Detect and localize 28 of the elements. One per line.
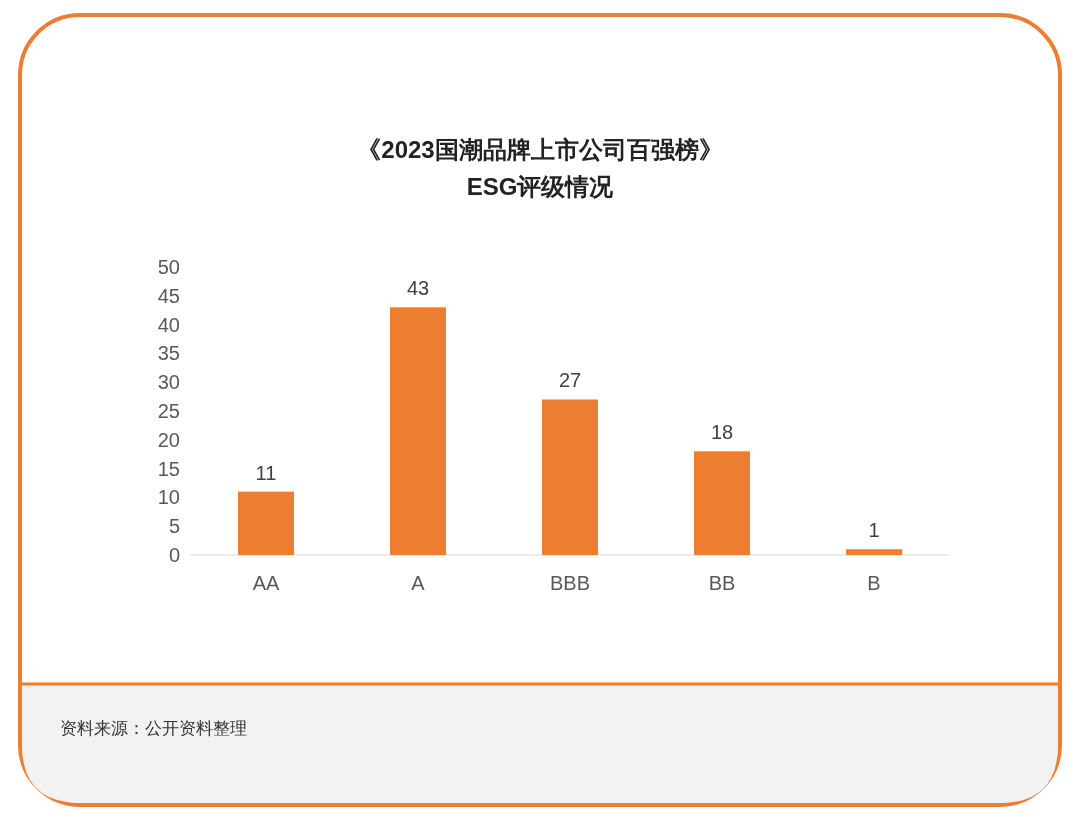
data-label: 11: [255, 461, 277, 484]
x-tick-label: B: [867, 572, 881, 594]
data-label: 43: [406, 277, 430, 300]
data-label: 1: [868, 519, 880, 542]
y-tick-label: 40: [157, 313, 180, 336]
y-tick-label: 5: [168, 515, 180, 538]
bar: [390, 307, 446, 555]
x-tick-label: AA: [252, 572, 280, 594]
y-tick-label: 25: [157, 400, 180, 422]
bar: [542, 399, 598, 555]
y-tick-label: 45: [157, 284, 180, 307]
chart-title: 《2023国潮品牌上市公司百强榜》 ESG评级情况: [357, 136, 723, 200]
x-tick-label: BB: [708, 572, 736, 594]
x-tick-label: BBB: [549, 572, 591, 594]
data-label: 27: [558, 369, 582, 392]
y-tick-label: 0: [168, 544, 180, 566]
y-tick-label: 20: [157, 428, 180, 451]
y-tick-label: 30: [157, 371, 180, 394]
text: 资料来源：公开资料整理: [60, 719, 247, 738]
bar: [846, 549, 902, 555]
data-label: 18: [710, 421, 734, 444]
bar: [694, 451, 750, 555]
y-tick-label: 50: [157, 256, 180, 278]
x-tick-label: A: [411, 572, 426, 594]
y-tick-label: 35: [157, 342, 180, 365]
y-tick-label: 15: [157, 457, 180, 480]
bar: [238, 491, 294, 555]
y-tick-label: 10: [157, 486, 180, 509]
